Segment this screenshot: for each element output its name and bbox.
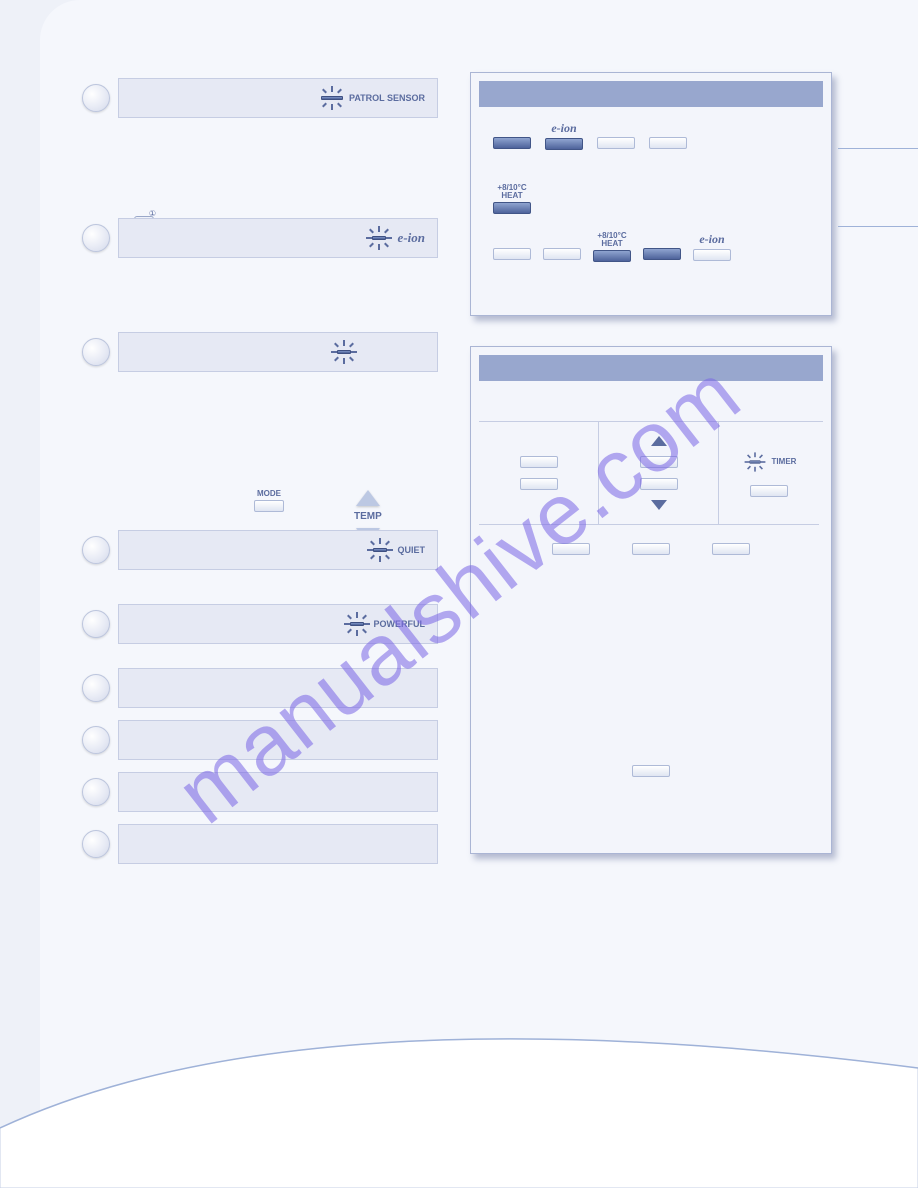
radio[interactable] [82, 338, 110, 366]
arrow-down-icon[interactable] [651, 500, 667, 510]
mid-buttons [479, 543, 823, 555]
timer-cell-2 [599, 422, 719, 525]
row-eion: e-ion [82, 218, 438, 258]
powerful-label: POWERFUL [374, 619, 426, 629]
bottom-panel: TIMER [470, 346, 832, 854]
eion-label: e-ion [398, 230, 425, 246]
row-plain [82, 668, 438, 708]
row-plain [82, 772, 438, 812]
radio[interactable] [82, 726, 110, 754]
panel-button[interactable] [643, 248, 681, 260]
radio[interactable] [82, 674, 110, 702]
temp-up-icon[interactable] [356, 490, 380, 506]
radio[interactable] [82, 84, 110, 112]
eion-label: e-ion [551, 121, 576, 136]
panel-button[interactable] [649, 137, 687, 149]
bar-plain [118, 720, 438, 760]
panel-button[interactable] [520, 478, 558, 490]
side-tab [838, 148, 918, 218]
temp-label: TEMP [354, 512, 382, 522]
bar-plain [118, 668, 438, 708]
bar-powerful: POWERFUL [118, 604, 438, 644]
left-column: PATROL SENSOR ① e-ion [82, 78, 438, 872]
row-spark [82, 332, 438, 372]
bar-patrol: PATROL SENSOR [118, 78, 438, 118]
panel-button[interactable] [632, 765, 670, 777]
spark-icon [331, 339, 357, 365]
row-plain [82, 824, 438, 864]
mode-button[interactable] [254, 500, 284, 512]
panel-button[interactable] [545, 138, 583, 150]
spark-icon [367, 537, 393, 563]
quiet-label: QUIET [397, 545, 425, 555]
spark-icon [744, 452, 765, 473]
panel-button[interactable] [493, 202, 531, 214]
radio[interactable] [82, 536, 110, 564]
top-panel: e-ion +8/10°C HEAT +8/10°C HEAT e-ion [470, 72, 832, 316]
bottom-button-row [479, 765, 823, 777]
panel-button[interactable] [640, 456, 678, 468]
eion-label: e-ion [699, 232, 724, 247]
top-panel-row3: +8/10°C HEAT e-ion [479, 232, 823, 262]
panel-button[interactable] [593, 250, 631, 262]
bar-plain [118, 824, 438, 864]
panel-button[interactable] [552, 543, 590, 555]
panel-button[interactable] [597, 137, 635, 149]
spark-icon [344, 611, 370, 637]
mode-label: MODE [257, 490, 281, 498]
panel-header [479, 355, 823, 381]
top-panel-row2: +8/10°C HEAT [479, 184, 823, 214]
row-plain [82, 720, 438, 760]
bar-spark [118, 332, 438, 372]
row-powerful: POWERFUL [82, 604, 438, 644]
panel-button[interactable] [632, 543, 670, 555]
heat-label: +8/10°C HEAT [597, 232, 626, 248]
panel-button[interactable] [493, 137, 531, 149]
arrow-up-icon[interactable] [651, 436, 667, 446]
panel-button[interactable] [750, 485, 788, 497]
panel-button[interactable] [640, 478, 678, 490]
timer-cell-3: TIMER [719, 422, 819, 525]
bar-eion: e-ion [118, 218, 438, 258]
radio[interactable] [82, 830, 110, 858]
patrol-label: PATROL SENSOR [349, 93, 425, 103]
panel-button[interactable] [520, 456, 558, 468]
panel-button[interactable] [693, 249, 731, 261]
row-quiet: QUIET [82, 530, 438, 570]
bar-quiet: QUIET [118, 530, 438, 570]
panel-header [479, 81, 823, 107]
radio[interactable] [82, 610, 110, 638]
radio[interactable] [82, 778, 110, 806]
row-patrol: PATROL SENSOR [82, 78, 438, 118]
radio[interactable] [82, 224, 110, 252]
timer-grid: TIMER [479, 421, 823, 525]
spark-icon [319, 85, 345, 111]
panel-button[interactable] [493, 248, 531, 260]
timer-cell-1 [479, 422, 599, 525]
timer-label: TIMER [772, 458, 797, 466]
panel-button[interactable] [543, 248, 581, 260]
side-tab [838, 226, 918, 234]
top-panel-row1: e-ion [479, 121, 823, 150]
panel-button[interactable] [712, 543, 750, 555]
spark-icon [366, 225, 392, 251]
bar-plain [118, 772, 438, 812]
heat-label: +8/10°C HEAT [497, 184, 526, 200]
mode-block: MODE [254, 490, 284, 512]
